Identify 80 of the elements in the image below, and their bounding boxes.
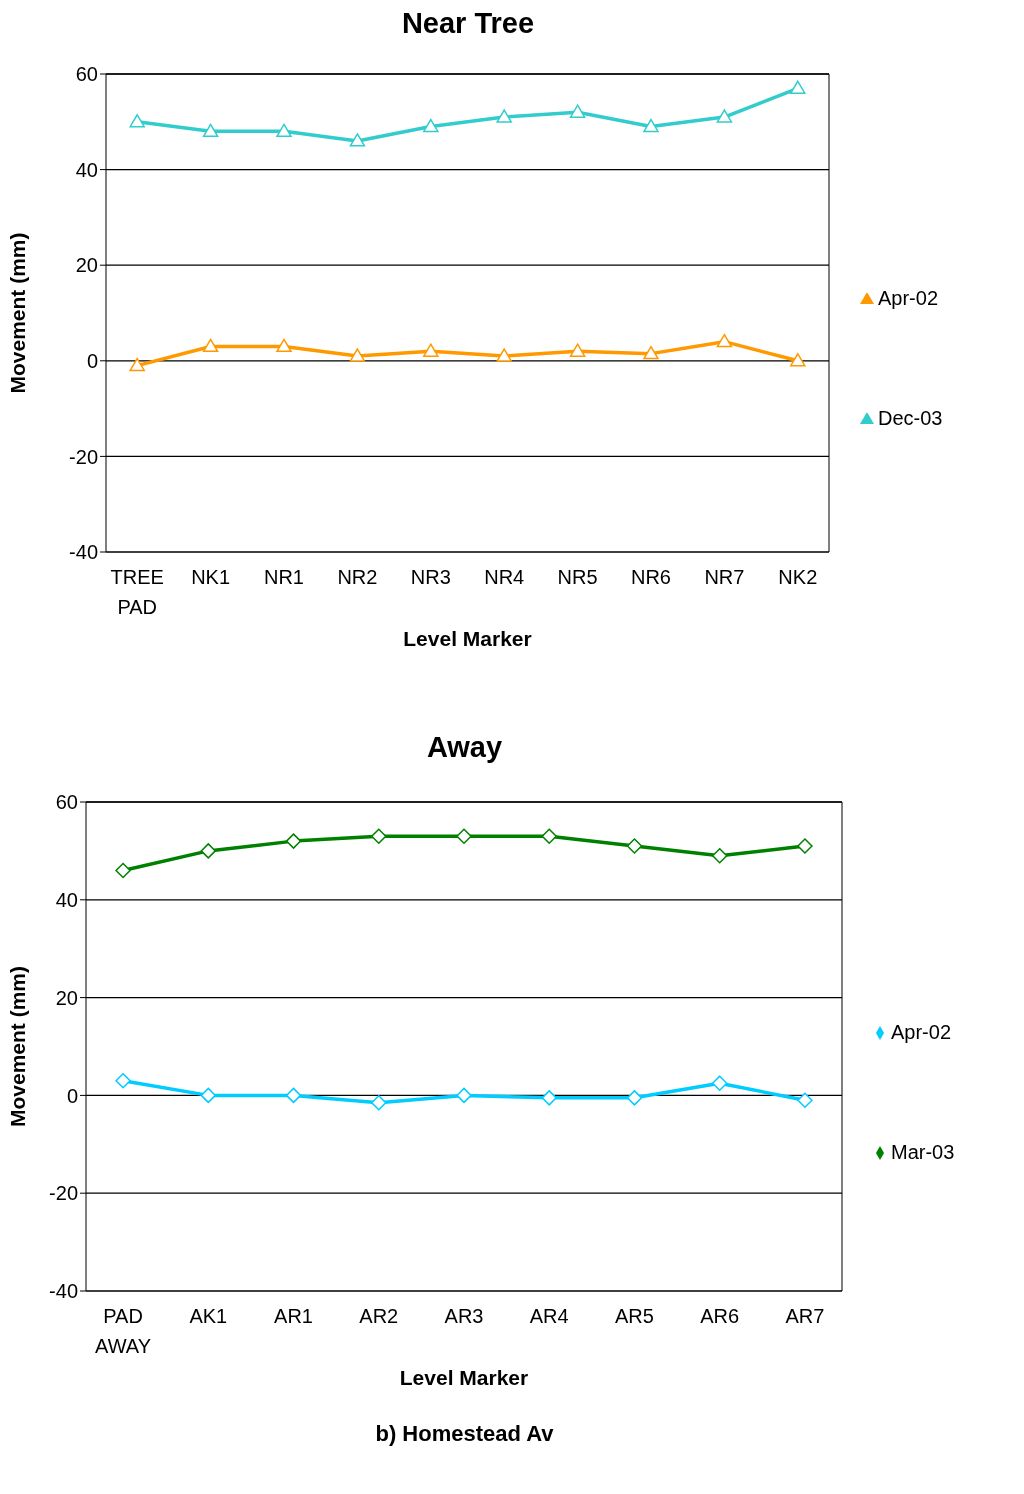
y-axis-title: Movement (mm)	[6, 232, 30, 394]
point	[569, 343, 586, 357]
x-axis-title: Level Marker	[403, 627, 532, 650]
legend-label: Dec-03	[878, 407, 943, 429]
point	[371, 828, 387, 844]
y-tick-label: 40	[75, 158, 98, 181]
point	[790, 353, 806, 367]
x-tick-label: AR5	[615, 1305, 654, 1327]
point	[626, 838, 643, 854]
point	[129, 114, 145, 128]
x-tick-label: NR3	[410, 566, 451, 588]
legend-label: Mar-03	[891, 1140, 955, 1163]
point	[496, 348, 512, 362]
x-tick-label: AK1	[189, 1305, 228, 1327]
chart-title: Near Tree	[400, 7, 536, 41]
point	[716, 109, 733, 123]
point	[129, 357, 145, 372]
y-tick-label: 60	[75, 63, 98, 86]
y-tick-label: -20	[69, 445, 98, 468]
point	[200, 1087, 217, 1104]
point	[716, 333, 733, 348]
y-tick-label: 40	[55, 888, 78, 911]
x-tick-label: PAD AWAY	[95, 1305, 152, 1357]
x-tick-label: TREE PAD	[110, 566, 164, 618]
x-tick-label: NR7	[704, 566, 745, 588]
y-tick-label: 0	[86, 349, 98, 372]
point	[643, 118, 659, 133]
point	[276, 123, 292, 138]
y-tick-label: 20	[55, 986, 78, 1009]
point	[115, 862, 131, 879]
point	[797, 1092, 813, 1109]
x-axis-title: Level Marker	[399, 1366, 529, 1389]
y-tick-label: 60	[55, 791, 78, 814]
point	[371, 1094, 387, 1111]
x-tick-label: AR2	[359, 1305, 399, 1327]
point	[285, 833, 302, 849]
point	[711, 1075, 728, 1091]
point	[115, 1072, 131, 1089]
point	[456, 1087, 472, 1104]
x-tick-label: NR6	[630, 566, 672, 588]
point	[349, 133, 366, 147]
point	[569, 104, 586, 118]
x-tick-label: NK1	[191, 566, 231, 588]
point	[541, 1090, 557, 1106]
point	[202, 338, 219, 353]
x-tick-label: AR7	[785, 1305, 825, 1327]
point	[423, 118, 439, 133]
point	[541, 828, 557, 844]
point	[626, 1090, 643, 1106]
x-tick-label: NR4	[484, 566, 525, 588]
point	[643, 345, 659, 360]
x-tick-label: AR6	[700, 1305, 740, 1327]
point	[349, 348, 366, 362]
chart-title: Away	[425, 731, 504, 765]
x-tick-label: NR5	[557, 566, 598, 588]
y-tick-label: -20	[49, 1182, 78, 1205]
x-tick-label: NK2	[778, 566, 818, 588]
x-tick-label: AR3	[444, 1305, 484, 1327]
y-tick-label: -40	[49, 1280, 78, 1303]
point	[276, 338, 292, 353]
y-axis-title: Movement (mm)	[6, 965, 30, 1128]
x-tick-label: NR2	[337, 566, 378, 588]
point	[456, 828, 472, 844]
point	[790, 80, 806, 94]
point	[496, 109, 512, 123]
point	[711, 848, 728, 864]
point	[797, 838, 813, 854]
y-tick-label: 20	[75, 254, 98, 277]
legend-label: Apr-02	[891, 1020, 952, 1043]
x-tick-label: NR1	[263, 566, 305, 588]
y-tick-label: 0	[66, 1084, 78, 1107]
point	[202, 123, 219, 138]
point	[285, 1087, 302, 1104]
x-tick-label: AR1	[274, 1305, 313, 1327]
point	[423, 343, 439, 357]
y-tick-label: -40	[69, 541, 98, 564]
point	[200, 843, 217, 859]
x-tick-label: AR4	[529, 1305, 569, 1327]
legend-label: Apr-02	[878, 287, 939, 309]
text: b) Homestead Av	[374, 1421, 555, 1447]
